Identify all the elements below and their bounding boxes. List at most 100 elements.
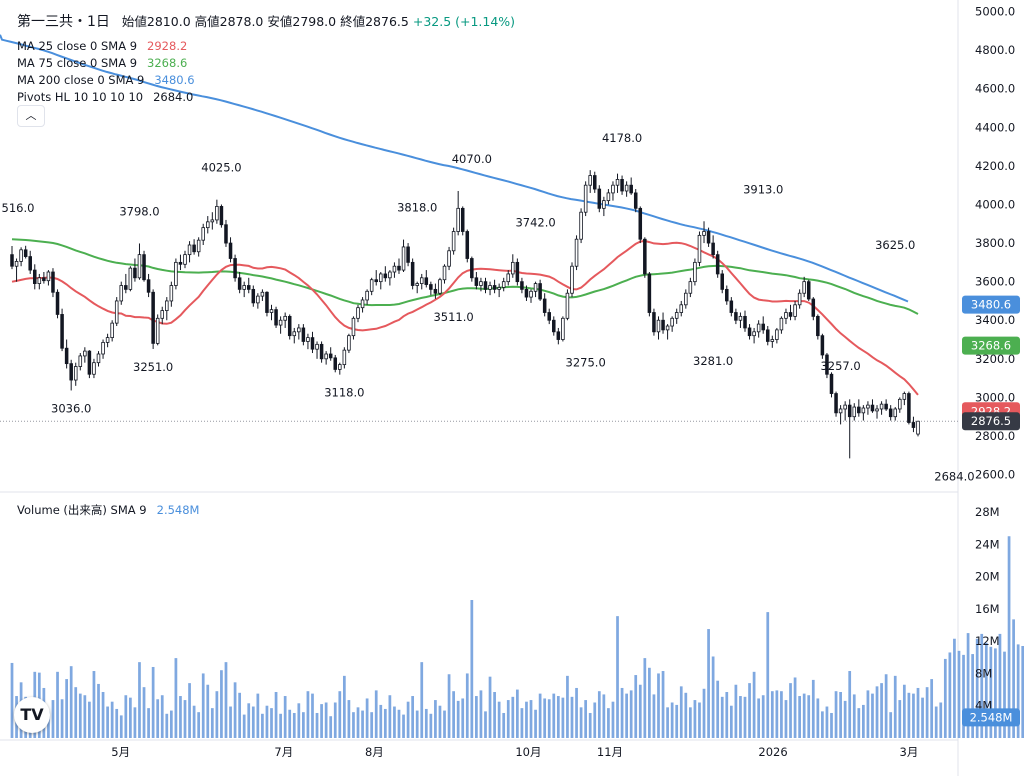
volume-price-label: 2.548M	[962, 708, 1020, 727]
candle	[369, 277, 374, 296]
volume-bar	[179, 696, 182, 738]
volume-bar	[784, 700, 788, 738]
volume-bar	[802, 693, 806, 738]
volume-bar	[515, 689, 519, 738]
volume-bar	[547, 699, 551, 738]
pivots-legend[interactable]: Pivots HL 10 10 10 10 2684.0	[17, 90, 193, 104]
candle	[460, 206, 465, 236]
candle	[597, 185, 602, 213]
candle	[251, 285, 256, 307]
volume-bar	[224, 662, 228, 738]
ma25-label: MA 25 close 0 SMA 9	[17, 39, 138, 53]
candle-body	[907, 393, 911, 423]
volume-bar	[320, 704, 323, 738]
volume-bar	[593, 702, 597, 738]
volume-bar	[761, 695, 765, 738]
volume-bar	[365, 698, 369, 738]
candle	[770, 335, 775, 348]
volume-bar	[661, 671, 665, 738]
candle-body	[611, 184, 615, 194]
volume-legend[interactable]: Volume (出来高) SMA 9 2.548M	[17, 503, 199, 517]
volume-bar	[270, 708, 273, 738]
candle-body	[256, 295, 260, 304]
candle-body	[702, 231, 706, 236]
candle-body	[160, 310, 165, 319]
candle	[702, 221, 706, 244]
candle-body	[433, 288, 438, 294]
ma25-line	[11, 239, 919, 396]
candle-body	[520, 281, 524, 290]
volume-bar	[989, 646, 993, 738]
volume-bar	[538, 693, 542, 738]
candle	[365, 289, 369, 305]
volume-bar	[124, 695, 128, 738]
price-tick: 3200.0	[975, 352, 1015, 366]
candle	[206, 216, 210, 234]
volume-bar	[957, 650, 961, 738]
candle-body	[169, 285, 174, 302]
volume-bar	[511, 696, 515, 738]
ma200-legend[interactable]: MA 200 close 0 SMA 9 3480.6	[17, 73, 195, 87]
volume-bar	[921, 697, 924, 738]
candle	[451, 227, 456, 255]
candle-body	[406, 246, 410, 263]
candle-body	[23, 249, 28, 257]
candle	[328, 347, 333, 361]
high-value: 高値2878.0	[194, 14, 264, 29]
volume-bar	[698, 702, 701, 738]
candle	[297, 324, 301, 340]
candle	[110, 320, 114, 342]
candle	[165, 297, 169, 321]
volume-bar	[92, 671, 96, 738]
candle-body	[483, 281, 488, 290]
candle	[506, 270, 511, 286]
volume-bar	[101, 692, 105, 738]
price-tick: 4800.0	[975, 43, 1015, 57]
candle	[738, 312, 743, 328]
candle-body	[861, 407, 866, 414]
candle-body	[665, 325, 670, 331]
candle	[547, 308, 551, 325]
candle-body	[652, 312, 656, 333]
volume-bar	[998, 633, 1002, 738]
price-label-text: 3480.6	[971, 298, 1011, 312]
candle	[574, 235, 579, 271]
tradingview-logo[interactable]: TV	[14, 697, 50, 733]
volume-bar	[169, 710, 173, 738]
candle-body	[174, 261, 178, 286]
candle-body	[775, 329, 779, 340]
ma75-legend[interactable]: MA 75 close 0 SMA 9 3268.6	[17, 56, 187, 70]
candle	[725, 285, 729, 305]
candle-body	[756, 323, 761, 333]
candle	[579, 208, 583, 244]
volume-bar	[893, 675, 897, 738]
candle	[137, 243, 142, 280]
candle-body	[96, 353, 101, 364]
open-value: 始値2810.0	[121, 14, 191, 29]
candle-body	[14, 260, 19, 267]
candle	[183, 250, 187, 269]
change-value: +32.5 (+1.14%)	[412, 14, 516, 29]
close-value: 終値2876.5	[340, 14, 409, 29]
candle-body	[661, 319, 665, 331]
candle	[624, 181, 629, 197]
volume-bar	[675, 704, 679, 738]
candle	[379, 272, 383, 290]
candle	[410, 258, 415, 290]
collapse-legend-button[interactable]: ︿	[17, 105, 45, 127]
candle-body	[479, 281, 483, 286]
candle	[870, 399, 875, 413]
candle	[237, 272, 242, 294]
candle	[816, 314, 820, 340]
candle-body	[442, 265, 447, 281]
candle	[811, 297, 816, 321]
ma25-legend[interactable]: MA 25 close 0 SMA 9 2928.2	[17, 39, 187, 53]
candle	[101, 339, 105, 359]
volume-bar	[342, 675, 346, 738]
volume-bar	[188, 683, 191, 738]
volume-bar	[115, 708, 119, 738]
candle-body	[492, 285, 497, 290]
candle-body	[360, 299, 365, 309]
volume-bar	[247, 703, 251, 738]
